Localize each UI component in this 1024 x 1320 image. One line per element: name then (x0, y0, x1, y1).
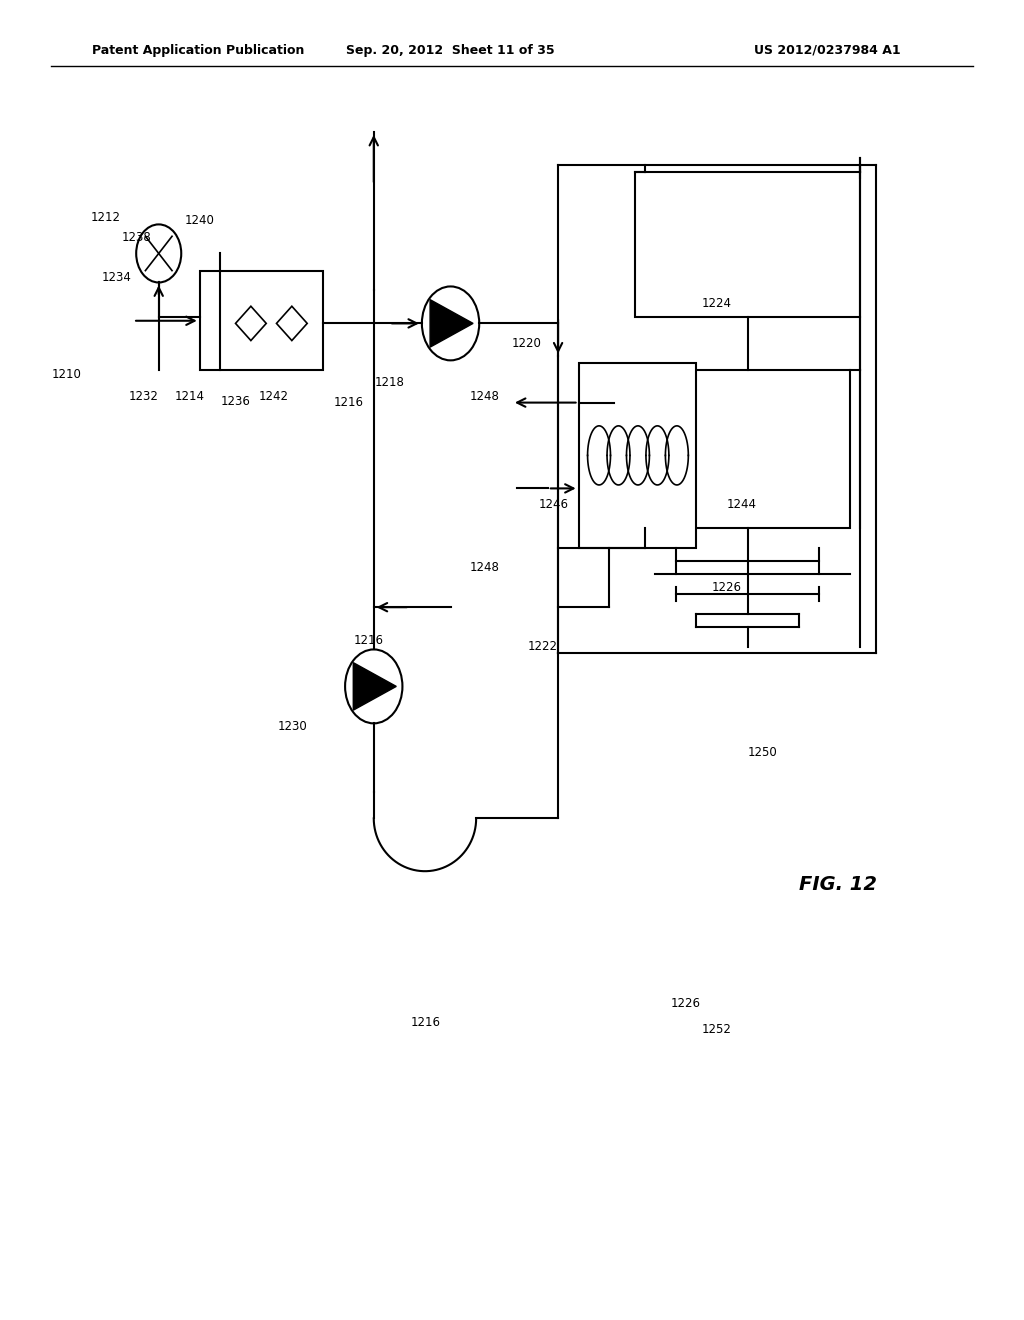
Text: Sep. 20, 2012  Sheet 11 of 35: Sep. 20, 2012 Sheet 11 of 35 (346, 44, 555, 57)
Bar (635, 172, 860, 317)
Text: 1230: 1230 (278, 719, 307, 733)
Text: 1216: 1216 (411, 1016, 440, 1030)
Bar (200, 271, 323, 370)
Text: 1226: 1226 (671, 997, 700, 1010)
Text: 1232: 1232 (129, 389, 159, 403)
Text: 1210: 1210 (52, 368, 82, 381)
Text: FIG. 12: FIG. 12 (799, 875, 877, 894)
Text: 1214: 1214 (175, 389, 205, 403)
Text: 1252: 1252 (701, 1023, 731, 1036)
Text: 1222: 1222 (528, 640, 558, 653)
Text: 1234: 1234 (101, 271, 131, 284)
Circle shape (136, 224, 181, 282)
Text: 1246: 1246 (539, 498, 568, 511)
Text: 1216: 1216 (334, 396, 364, 409)
Text: 1244: 1244 (727, 498, 757, 511)
Circle shape (345, 649, 402, 723)
Polygon shape (353, 663, 396, 710)
Circle shape (422, 286, 479, 360)
Text: 1242: 1242 (259, 389, 289, 403)
Text: 1238: 1238 (122, 231, 152, 244)
Text: 1212: 1212 (91, 211, 121, 224)
Polygon shape (430, 300, 473, 347)
Text: 1250: 1250 (748, 746, 777, 759)
Text: 1224: 1224 (701, 297, 731, 310)
Text: 1220: 1220 (512, 337, 542, 350)
Text: 1240: 1240 (184, 214, 214, 227)
Text: 1248: 1248 (470, 389, 500, 403)
Text: 1226: 1226 (712, 581, 741, 594)
Text: US 2012/0237984 A1: US 2012/0237984 A1 (755, 44, 901, 57)
Bar (579, 363, 696, 548)
Bar (645, 370, 850, 528)
Text: 1248: 1248 (470, 561, 500, 574)
Text: 1236: 1236 (221, 395, 251, 408)
Text: 1218: 1218 (375, 376, 404, 389)
Text: 1216: 1216 (354, 634, 384, 647)
Text: Patent Application Publication: Patent Application Publication (92, 44, 304, 57)
